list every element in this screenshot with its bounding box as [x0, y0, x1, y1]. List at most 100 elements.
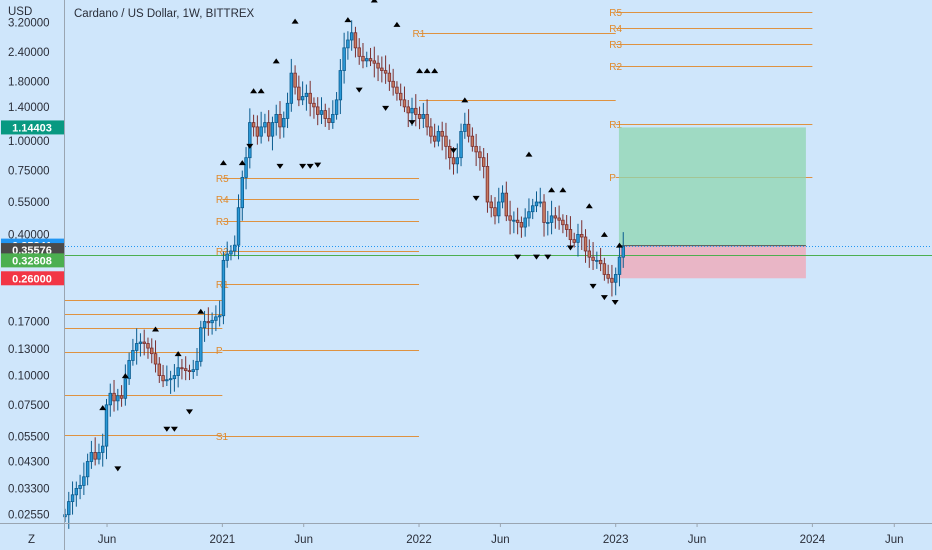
pivot-low-marker	[299, 163, 307, 169]
candlestick-series	[63, 20, 625, 529]
pivot-low-marker	[314, 162, 322, 168]
candle-body	[549, 215, 554, 223]
pivot-label: R4	[216, 195, 229, 206]
y-tick-label: 0.55000	[8, 197, 50, 209]
pivot-label: R2	[609, 62, 622, 73]
candle-body	[530, 205, 535, 213]
y-tick-label: 0.04300	[8, 456, 50, 468]
candle-body	[346, 39, 350, 49]
candle-body	[349, 32, 354, 41]
candle-body	[387, 72, 392, 82]
pivot-high-marker	[99, 405, 107, 411]
pivot-low-marker	[185, 409, 193, 415]
candle-body	[244, 157, 248, 178]
candle-body	[327, 118, 331, 123]
candle-body	[319, 110, 324, 115]
candle-body	[300, 96, 305, 101]
pivot-low-marker	[544, 254, 552, 260]
candle-body	[119, 395, 124, 399]
y-tick-label: 2.40000	[8, 47, 50, 59]
time-axis[interactable]: Jun 2021 Jun 2022 Jun 2023 Jun 2024 Jun	[98, 523, 904, 546]
candle-body	[308, 92, 312, 104]
pivot-high-marker	[559, 187, 567, 193]
pivot-low-marker	[611, 299, 619, 305]
pivot-low-marker	[600, 295, 608, 301]
pivot-markers	[99, 0, 623, 472]
candle-body	[429, 126, 433, 137]
timezone-button[interactable]: Z	[28, 534, 35, 546]
y-tick-label: 1.00000	[8, 136, 50, 148]
candle-body	[576, 234, 580, 243]
candle-body	[157, 363, 162, 376]
candle-body	[444, 135, 448, 147]
candle-body	[617, 256, 622, 275]
candle-body	[546, 222, 550, 224]
candle-body	[127, 360, 131, 380]
pivot-low-marker	[408, 120, 416, 126]
candle-body	[451, 157, 456, 165]
candle-body	[365, 58, 369, 62]
candle-body	[67, 501, 71, 516]
candle-body	[217, 315, 222, 318]
pivot-low-marker	[306, 163, 314, 169]
candle-body	[410, 107, 414, 114]
candle-body	[508, 215, 512, 221]
candle-body	[82, 476, 86, 486]
candle-body	[134, 343, 139, 351]
pivot-low-marker	[589, 283, 597, 289]
candle-body	[440, 131, 444, 137]
candle-body	[278, 114, 282, 128]
candle-body	[564, 224, 569, 230]
candle-body	[312, 102, 316, 108]
candle-body	[463, 123, 467, 132]
pivot-label: R5	[216, 174, 229, 185]
candle-body	[233, 244, 237, 252]
long-position-tool[interactable]	[618, 127, 806, 279]
candle-body	[104, 404, 109, 447]
candle-body	[489, 201, 493, 209]
pivot-levels: R5R4R3R2R1PS1R1R5R4R3R2R1P	[65, 8, 813, 443]
candle-body	[527, 211, 531, 219]
candle-body	[199, 327, 203, 362]
candle-body	[602, 263, 607, 275]
chart-title: Cardano / US Dollar, 1W, BITTREX	[74, 8, 255, 20]
pivot-label: R3	[216, 217, 229, 228]
candle-body	[191, 369, 195, 372]
pivot-low-marker	[276, 163, 284, 169]
candle-body	[587, 250, 592, 258]
price-axis[interactable]: 3.20000 2.40000 1.80000 1.40000 1.00000 0.750…	[8, 18, 50, 522]
candle-body	[168, 378, 173, 381]
candle-body	[361, 55, 365, 62]
candle-body	[478, 151, 482, 159]
candle-body	[116, 395, 120, 402]
pivot-label: R1	[609, 120, 622, 131]
price-badge-label: 1.14403	[12, 122, 52, 134]
pivot-high-marker	[197, 308, 205, 314]
pivot-low-marker	[114, 466, 122, 472]
pivot-low-marker	[450, 148, 458, 154]
candle-body	[78, 484, 82, 489]
price-badge	[1, 120, 64, 135]
pivot-label: R1	[413, 29, 426, 40]
candle-body	[274, 114, 278, 123]
candle-body	[297, 86, 301, 101]
pivot-high-marker	[548, 187, 556, 193]
candle-body	[606, 274, 610, 279]
y-tick-label: 0.05500	[8, 431, 50, 443]
price-badge-label: 0.32808	[12, 255, 52, 267]
y-tick-label: 0.13000	[8, 344, 50, 356]
candle-body	[146, 343, 150, 349]
pivot-high-marker	[431, 68, 439, 74]
candle-body	[97, 452, 101, 460]
candle-body	[270, 122, 275, 137]
pivot-high-marker	[250, 88, 258, 94]
y-tick-label: 3.20000	[8, 18, 50, 30]
candle-body	[493, 207, 497, 217]
candle-body	[568, 229, 573, 241]
price-badge	[1, 271, 64, 286]
pivot-high-marker	[238, 160, 246, 166]
pivot-high-marker	[393, 21, 401, 27]
x-tick-label: 2024	[800, 534, 826, 546]
candle-body	[334, 99, 339, 115]
